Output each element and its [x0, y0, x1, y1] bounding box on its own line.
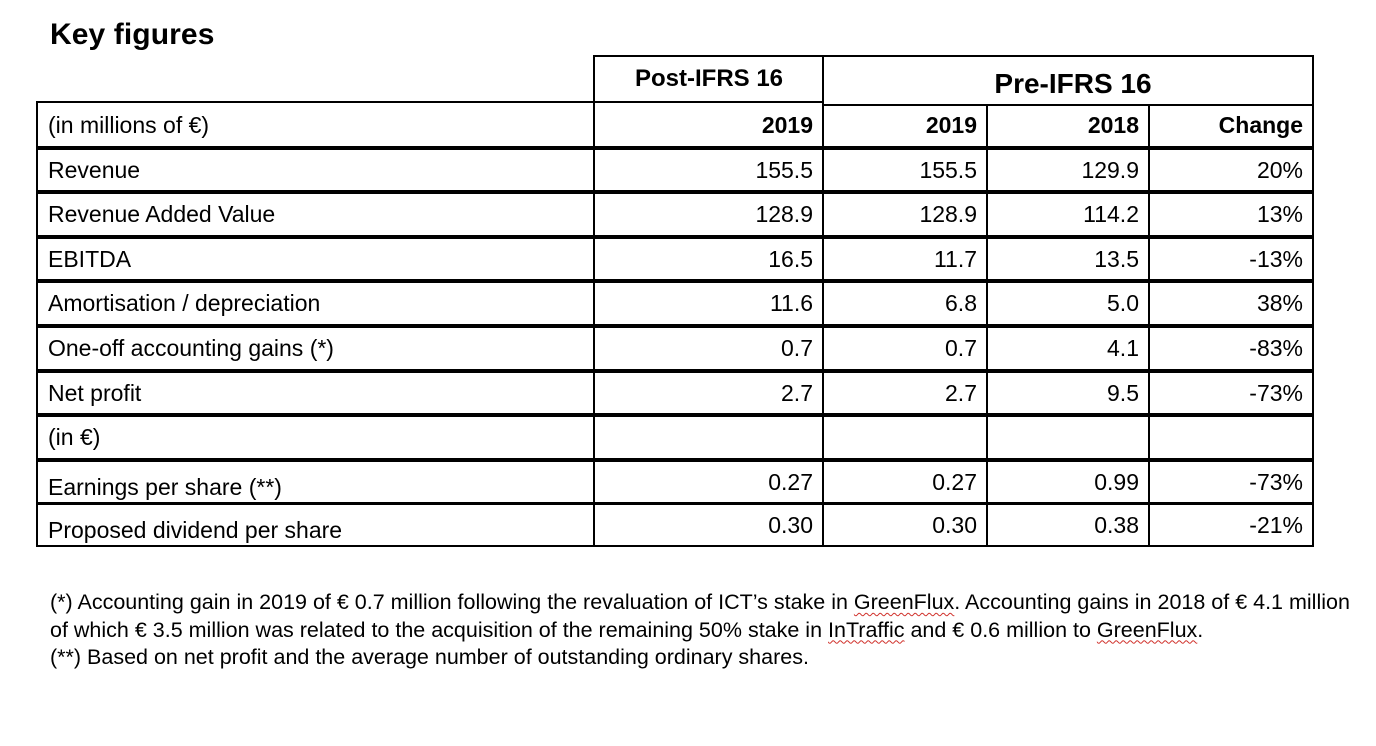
row-label: Earnings per share (**) [48, 474, 282, 500]
group-header-post-ifrs16: Post-IFRS 16 [634, 65, 784, 92]
key-figures-table: Post-IFRS 16 Pre-IFRS 16 (in millions of… [36, 55, 1314, 547]
header-units-label: (in millions of €) [48, 112, 210, 138]
row-label: Net profit [48, 379, 142, 406]
rule [36, 545, 1314, 547]
cell-pre-2019: 128.9 [919, 201, 977, 227]
rule [36, 502, 1314, 505]
cell-change: -21% [1249, 511, 1303, 538]
cell-post-2019: 0.30 [768, 511, 813, 538]
rule [1148, 104, 1150, 547]
rule [593, 55, 595, 547]
rule [822, 55, 824, 547]
cell-pre-2018: 9.5 [1107, 379, 1139, 406]
row-label: EBITDA [48, 245, 132, 272]
header-pre-2019: 2019 [925, 112, 977, 138]
header-post-2019: 2019 [761, 112, 813, 138]
cell-change: -73% [1249, 379, 1303, 406]
rule [36, 324, 1314, 328]
cell-pre-2018: 13.5 [1094, 245, 1139, 272]
rule [36, 190, 1314, 194]
cell-pre-2018: 0.99 [1094, 468, 1139, 495]
row-label: One-off accounting gains (*) [48, 335, 334, 361]
cell-post-2019: 0.27 [768, 468, 813, 495]
cell-pre-2019: 0.30 [932, 511, 977, 538]
cell-post-2019: 2.7 [781, 379, 813, 406]
cell-post-2019: 155.5 [755, 156, 813, 183]
cell-pre-2019 [823, 417, 987, 458]
cell-change: 38% [1256, 290, 1303, 316]
cell-change: 13% [1256, 201, 1303, 227]
cell-pre-2018 [987, 417, 1149, 458]
cell-post-2019: 128.9 [755, 201, 813, 227]
footnote-1-text: . Accounting gains in 2018 of € 4.1 mill… [50, 590, 1350, 642]
footnote-1-spellcheck-word: GreenFlux [1096, 617, 1198, 642]
cell-change: -83% [1249, 335, 1303, 361]
footnote-1-spellcheck-word: InTraffic [828, 617, 905, 642]
rule [36, 279, 1314, 283]
rule [36, 413, 1314, 417]
cell-post-2019: 0.7 [781, 335, 813, 361]
rule [823, 104, 1314, 106]
footnote-1-spellcheck-word: GreenFlux [853, 590, 955, 614]
rule [36, 146, 1314, 150]
footnote-1: (*) Accounting gain in 2019 of € 0.7 mil… [50, 589, 1360, 644]
rule [593, 55, 1314, 57]
row-label: Revenue Added Value [48, 201, 276, 227]
rule [36, 235, 1314, 239]
cell-change: -13% [1249, 245, 1303, 272]
cell-pre-2019: 11.7 [933, 245, 977, 272]
cell-post-2019 [594, 417, 823, 458]
cell-pre-2018: 5.0 [1107, 290, 1139, 316]
cell-pre-2019: 6.8 [945, 290, 977, 316]
cell-pre-2018: 114.2 [1083, 201, 1139, 227]
cell-pre-2018: 0.38 [1094, 511, 1139, 538]
footnote-1-text: (*) Accounting gain in 2019 of € 0.7 mil… [50, 590, 854, 614]
rule [986, 104, 988, 547]
row-label: Amortisation / depreciation [48, 290, 321, 316]
rule [36, 369, 1314, 373]
cell-pre-2019: 2.7 [945, 379, 977, 406]
cell-change: 20% [1256, 156, 1303, 183]
cell-pre-2018: 4.1 [1107, 335, 1139, 361]
cell-pre-2019: 0.27 [932, 468, 977, 495]
footnote-1-text: and € 0.6 million to [904, 617, 1097, 642]
cell-pre-2019: 0.7 [945, 335, 977, 361]
cell-pre-2019: 155.5 [919, 156, 977, 183]
cell-post-2019: 11.6 [769, 290, 813, 316]
cell-post-2019: 16.5 [768, 245, 813, 272]
cell-pre-2018: 129.9 [1081, 156, 1139, 183]
rule [593, 101, 823, 103]
footnotes: (*) Accounting gain in 2019 of € 0.7 mil… [50, 589, 1360, 672]
footnote-2: (**) Based on net profit and the average… [50, 645, 809, 669]
cell-change [1149, 417, 1313, 458]
rule [36, 101, 38, 547]
header-change: Change [1218, 112, 1303, 138]
group-header-pre-ifrs16: Pre-IFRS 16 [994, 68, 1152, 99]
cell-change: -73% [1249, 468, 1303, 495]
header-pre-2018: 2018 [1087, 112, 1139, 138]
row-label: Proposed dividend per share [48, 517, 343, 543]
rule [36, 458, 1314, 462]
footnote-1-text: . [1197, 617, 1204, 642]
rule [1312, 55, 1314, 547]
rule [36, 101, 594, 103]
row-label: (in €) [48, 424, 101, 450]
page-title: Key figures [50, 18, 215, 51]
row-label: Revenue [48, 156, 141, 183]
